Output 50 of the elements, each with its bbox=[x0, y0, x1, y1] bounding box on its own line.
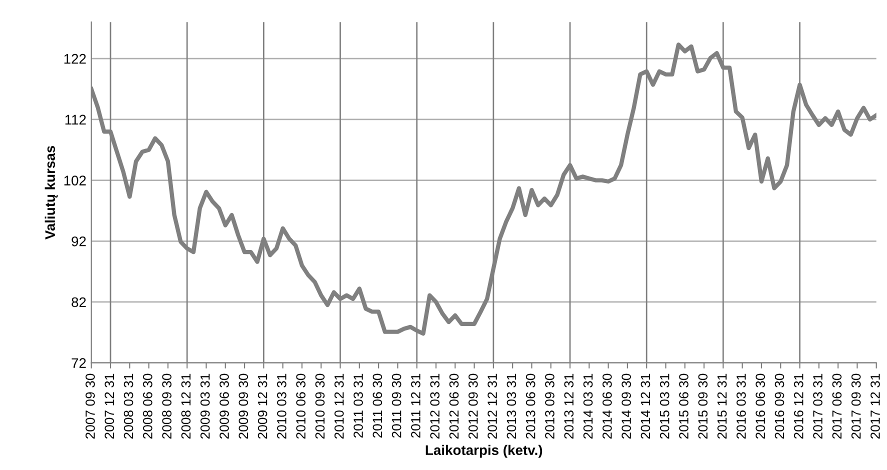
x-tick-label: 2014 06 30 bbox=[602, 374, 612, 439]
y-tick-label: 82 bbox=[72, 297, 86, 308]
x-tick-label: 2008 03 31 bbox=[124, 374, 134, 439]
y-axis-title: Valiutų kursas bbox=[44, 146, 58, 240]
x-tick-label: 2009 03 31 bbox=[200, 374, 210, 439]
x-tick-label: 2017 09 30 bbox=[851, 374, 861, 439]
x-tick-label: 2013 06 30 bbox=[526, 374, 536, 439]
x-tick-label: 2008 06 30 bbox=[143, 374, 152, 439]
x-tick-label: 2011 06 30 bbox=[372, 374, 382, 438]
x-tick-label: 2014 03 31 bbox=[583, 374, 593, 439]
x-tick-label: 2012 06 30 bbox=[449, 374, 459, 439]
x-tick-label: 2016 12 31 bbox=[794, 374, 804, 439]
x-tick-label: 2013 09 30 bbox=[545, 374, 554, 439]
x-tick-label: 2015 12 31 bbox=[717, 374, 727, 439]
x-tick-label: 2013 12 31 bbox=[564, 374, 574, 439]
x-tick-label: 2007 12 31 bbox=[104, 374, 114, 439]
x-tick-label: 2010 12 31 bbox=[334, 374, 344, 439]
x-tick-label: 2008 12 31 bbox=[181, 374, 191, 439]
y-tick-label: 72 bbox=[72, 358, 86, 368]
x-tick-label: 2012 09 30 bbox=[468, 374, 478, 439]
y-tick-label: 112 bbox=[65, 114, 86, 124]
x-tick-label: 2016 03 31 bbox=[736, 374, 746, 439]
x-tick-label: 2007 09 30 bbox=[86, 374, 95, 439]
x-tick-label: 2014 09 30 bbox=[622, 374, 631, 439]
x-tick-label: 2015 03 31 bbox=[660, 374, 670, 439]
x-tick-label: 2012 03 31 bbox=[430, 374, 440, 439]
x-tick-label: 2012 12 31 bbox=[488, 374, 497, 439]
x-tick-label: 2010 06 30 bbox=[296, 374, 306, 439]
x-tick-label: 2015 09 30 bbox=[698, 374, 708, 439]
x-tick-label: 2008 09 30 bbox=[162, 374, 172, 439]
x-tick-label: 2016 06 30 bbox=[756, 374, 766, 439]
x-axis-title: Laikotarpis (ketv.) bbox=[426, 444, 542, 458]
x-tick-label: 2016 09 30 bbox=[774, 374, 784, 439]
y-tick-label: 122 bbox=[64, 54, 86, 64]
x-tick-label: 2009 09 30 bbox=[238, 374, 248, 439]
x-tick-label: 2009 06 30 bbox=[220, 374, 229, 439]
x-tick-label: 2017 03 31 bbox=[813, 374, 822, 439]
y-tick-label: 92 bbox=[72, 236, 86, 246]
x-tick-label: 2011 09 30 bbox=[392, 374, 402, 438]
x-tick-label: 2011 03 31 bbox=[354, 374, 363, 438]
x-tick-label: 2010 03 31 bbox=[277, 374, 286, 439]
x-tick-label: 2013 03 31 bbox=[506, 374, 516, 439]
x-tick-label: 2017 06 30 bbox=[832, 374, 842, 439]
y-tick-label: 102 bbox=[64, 176, 86, 186]
x-tick-label: 2011 12 31 bbox=[411, 374, 420, 438]
x-tick-label: 2010 09 30 bbox=[315, 374, 325, 439]
x-tick-label: 2014 12 31 bbox=[640, 374, 650, 439]
x-tick-label: 2015 06 30 bbox=[679, 374, 688, 439]
x-tick-label: 2017 12 31 bbox=[870, 374, 880, 439]
x-tick-label: 2009 12 31 bbox=[258, 374, 268, 439]
